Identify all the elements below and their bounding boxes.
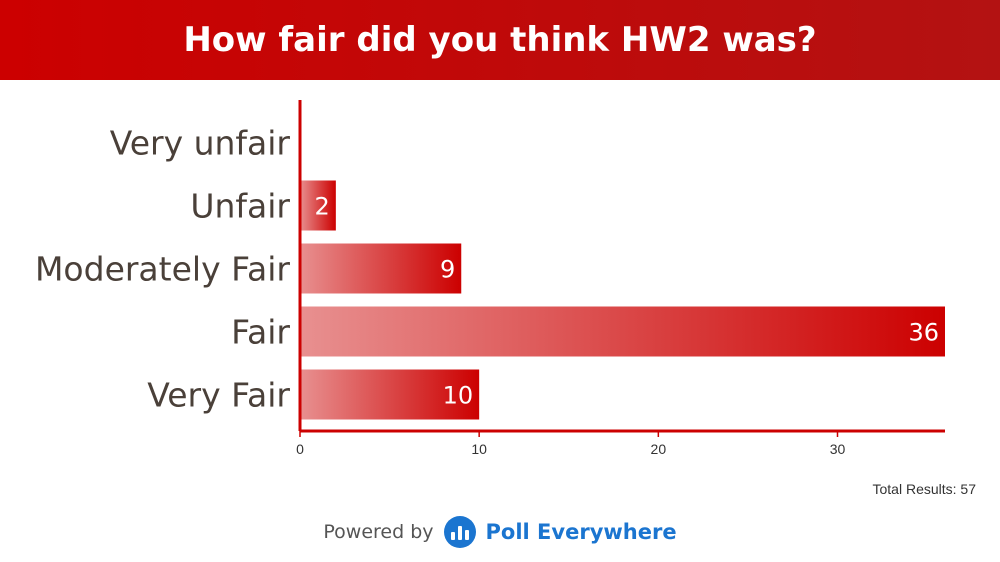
axis-layer: 0 10 20 30 [296,100,945,457]
bars-layer: Very unfair Unfair 2 Moderately Fair 9 Fair 36… [35,124,945,420]
bar-value-label: 10 [443,382,474,410]
brand-name[interactable]: Poll Everywhere [485,520,677,544]
bar-value-label: 9 [440,256,455,284]
category-label: Very Fair [147,376,290,415]
category-label: Fair [231,313,290,352]
x-tick-label: 30 [830,441,846,457]
bar [300,369,480,420]
bar [300,243,462,294]
x-tick-label: 10 [471,441,487,457]
total-results: Total Results: 57 [872,481,977,497]
bar-chart: Very unfair Unfair 2 Moderately Fair 9 Fair 36… [35,100,945,457]
powered-by-label: Powered by [323,521,434,543]
bar [300,180,336,231]
category-label: Very unfair [110,124,291,163]
x-tick-label: 0 [296,441,304,457]
bar-value-label: 2 [315,193,330,221]
title-bar: How fair did you think HW2 was? [0,0,1000,80]
bar-value-label: 36 [908,319,939,347]
bar [300,306,945,357]
category-label: Moderately Fair [35,250,290,289]
category-label: Unfair [190,187,290,226]
x-tick-label: 20 [651,441,667,457]
poll-everywhere-logo-icon [443,516,476,548]
footer: Powered by Poll Everywhere [0,512,1000,552]
page-title: How fair did you think HW2 was? [183,20,817,60]
